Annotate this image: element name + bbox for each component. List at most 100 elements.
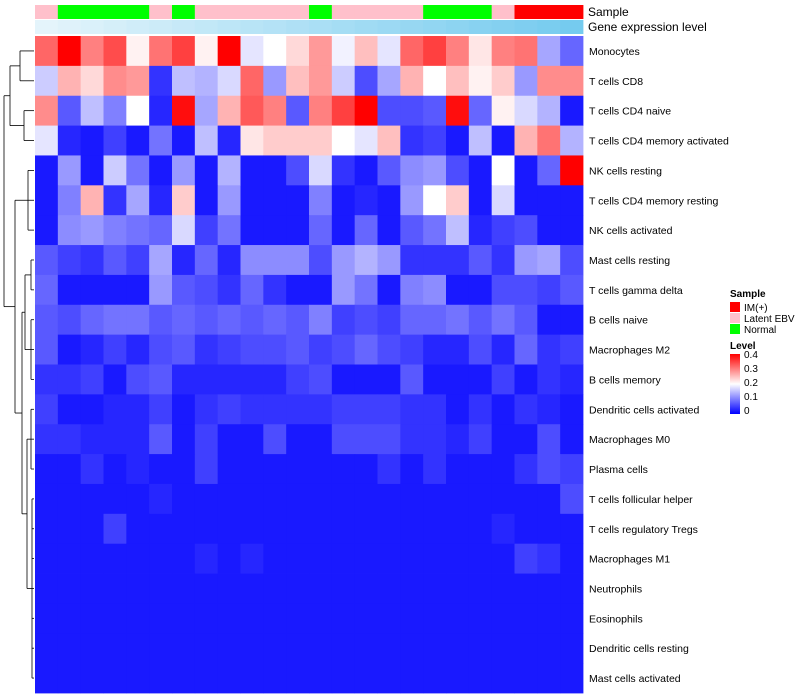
- sample-annotation-cell: [172, 5, 196, 19]
- heatmap-cell: [423, 274, 447, 306]
- heatmap-cell: [80, 483, 104, 515]
- heatmap-cell: [309, 513, 333, 545]
- sample-annotation-cell: [194, 5, 219, 19]
- legend-label: Normal: [744, 325, 776, 336]
- sample-annotation-cell: [537, 5, 561, 19]
- heatmap-cell: [560, 95, 584, 126]
- heatmap-cell: [537, 95, 561, 126]
- heatmap-cell: [126, 334, 150, 365]
- heatmap-cell: [35, 274, 59, 306]
- heatmap-cell: [263, 573, 287, 604]
- heatmap-cell: [172, 663, 196, 694]
- gene-expression-annotation-cell: [537, 20, 561, 34]
- row-label: Monocytes: [589, 46, 640, 58]
- sample-annotation-bar: [35, 5, 584, 19]
- heatmap-cell: [263, 245, 287, 276]
- heatmap-cell: [309, 65, 333, 97]
- heatmap-cell: [537, 65, 561, 97]
- heatmap-cell: [286, 185, 310, 216]
- heatmap-cell: [514, 36, 538, 67]
- heatmap-cell: [263, 274, 287, 306]
- heatmap-cell: [263, 603, 287, 634]
- heatmap-cell: [537, 424, 561, 455]
- heatmap-cell: [103, 543, 127, 574]
- heatmap-cell: [194, 215, 219, 246]
- heatmap-cell: [514, 424, 538, 455]
- heatmap-cell: [446, 603, 470, 634]
- gene-expression-annotation-cell: [80, 20, 104, 34]
- heatmap-cell: [263, 424, 287, 455]
- heatmap-cell: [468, 95, 493, 126]
- heatmap-cell: [354, 185, 378, 216]
- row-label: B cells memory: [589, 374, 662, 386]
- heatmap-cell: [172, 483, 196, 515]
- heatmap-cell: [377, 95, 401, 126]
- heatmap-cell: [446, 245, 470, 276]
- heatmap-cell: [423, 36, 447, 67]
- heatmap-cell: [423, 483, 447, 515]
- heatmap-cell: [103, 155, 127, 186]
- heatmap-cell: [126, 633, 150, 664]
- heatmap-cell: [103, 185, 127, 216]
- heatmap-cell: [57, 394, 82, 425]
- heatmap-cell: [423, 543, 447, 574]
- heatmap-cell: [331, 125, 356, 156]
- heatmap-cell: [377, 424, 401, 455]
- gene-expression-annotation-cell: [57, 20, 82, 34]
- heatmap-cell: [194, 633, 219, 664]
- heatmap-cell: [126, 304, 150, 336]
- heatmap-cell: [537, 513, 561, 545]
- heatmap-cell: [468, 185, 493, 216]
- heatmap-cell: [331, 95, 356, 126]
- heatmap-cell: [35, 663, 59, 694]
- heatmap-cell: [537, 215, 561, 246]
- heatmap-cell: [57, 125, 82, 156]
- heatmap-cell: [537, 245, 561, 276]
- heatmap-cell: [423, 185, 447, 216]
- heatmap-cell: [446, 454, 470, 485]
- heatmap-cell: [57, 274, 82, 306]
- heatmap-cell: [103, 394, 127, 425]
- heatmap-cell: [560, 454, 584, 485]
- heatmap-cell: [446, 543, 470, 574]
- heatmap-cell: [194, 603, 219, 634]
- heatmap-cell: [400, 543, 424, 574]
- heatmap-cell: [468, 424, 493, 455]
- gene-expression-annotation-cell: [560, 20, 584, 34]
- sample-annotation-cell: [286, 5, 310, 19]
- heatmap-cell: [446, 95, 470, 126]
- heatmap-cell: [80, 573, 104, 604]
- heatmap-cell: [149, 424, 173, 455]
- row-label: T cells CD4 memory activated: [589, 136, 729, 148]
- heatmap-cell: [514, 633, 538, 664]
- heatmap-cell: [172, 245, 196, 276]
- heatmap-cell: [194, 155, 219, 186]
- legend-swatch: [730, 302, 740, 312]
- heatmap-cell: [286, 603, 310, 634]
- heatmap-cell: [57, 633, 82, 664]
- heatmap-cell: [560, 334, 584, 365]
- heatmap-cell: [446, 364, 470, 395]
- heatmap-cell: [309, 603, 333, 634]
- gene-expression-annotation-cell: [491, 20, 515, 34]
- heatmap-cell: [400, 274, 424, 306]
- heatmap-cell: [377, 155, 401, 186]
- heatmap-cell: [126, 185, 150, 216]
- heatmap-cell: [331, 274, 356, 306]
- heatmap-cell: [331, 245, 356, 276]
- heatmap-cell: [80, 95, 104, 126]
- heatmap-cell: [309, 304, 333, 336]
- heatmap-cell: [149, 125, 173, 156]
- heatmap-cell: [57, 95, 82, 126]
- heatmap-cell: [560, 483, 584, 515]
- heatmap-cell: [126, 364, 150, 395]
- heatmap-cell: [103, 513, 127, 545]
- heatmap-cell: [80, 424, 104, 455]
- row-labels: Monocytes T cells CD8 T cells CD4 naive T c…: [589, 46, 729, 685]
- heatmap-cell: [491, 513, 515, 545]
- gene-expression-annotation-cell: [331, 20, 356, 34]
- heatmap-cell: [263, 95, 287, 126]
- heatmap-cell: [537, 573, 561, 604]
- heatmap-cell: [446, 633, 470, 664]
